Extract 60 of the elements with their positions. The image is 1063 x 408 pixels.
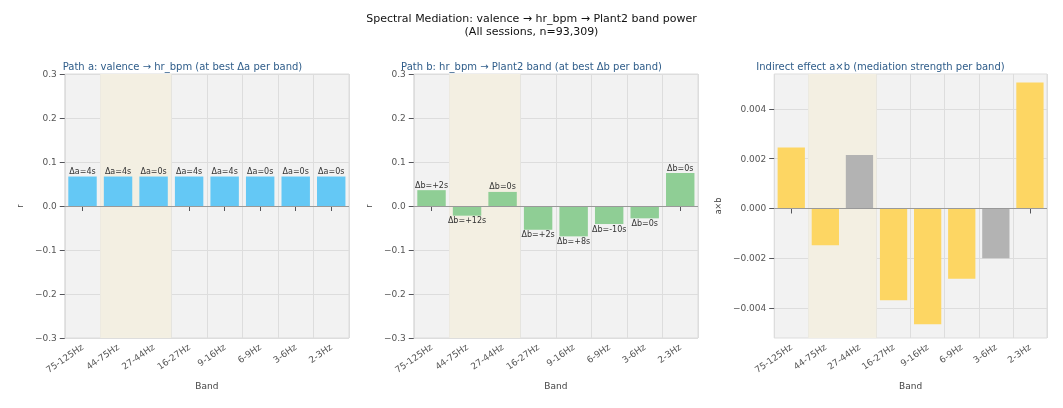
y-tick-label: 0.3 bbox=[42, 69, 57, 79]
y-tick-label: −0.3 bbox=[383, 333, 406, 343]
annotation: Δb=+8s bbox=[557, 236, 591, 246]
y-tick-label: 0.2 bbox=[42, 113, 57, 123]
annotation: Δa=4s bbox=[175, 167, 203, 177]
y-tick-label: 0.1 bbox=[391, 157, 406, 167]
y-axis-title: r bbox=[15, 203, 25, 208]
annotation: Δa=4s bbox=[69, 167, 96, 177]
annotation: Δb=-10s bbox=[591, 224, 627, 234]
bar bbox=[452, 206, 482, 216]
chart-title: Path a: valence → hr_bpm (at best Δa per band) bbox=[62, 60, 303, 73]
bar bbox=[982, 208, 1010, 259]
annotation: Δb=+2s bbox=[521, 230, 555, 240]
annotation: Δa=0s bbox=[282, 167, 309, 177]
annotation: Δa=4s bbox=[104, 167, 132, 177]
y-tick-label: −0.1 bbox=[34, 245, 57, 255]
bar bbox=[845, 154, 874, 209]
y-axis-title: a×b bbox=[713, 197, 723, 215]
annotation: Δa=0s bbox=[318, 167, 345, 177]
bar bbox=[914, 208, 942, 325]
bar bbox=[630, 206, 659, 219]
y-tick-label: −0.3 bbox=[34, 333, 57, 343]
x-axis-title: Band bbox=[195, 380, 219, 391]
annotation: Δb=+12s bbox=[447, 216, 487, 226]
annotation: Δb=0s bbox=[631, 218, 658, 228]
text: Spectral Mediation: valence → hr_bpm → Plant2 band power bbox=[365, 12, 698, 25]
text: (All sessions, n=93,309) bbox=[463, 25, 600, 38]
annotation: Δa=0s bbox=[140, 167, 167, 177]
bar bbox=[811, 208, 839, 246]
y-tick-label: 0.0 bbox=[42, 201, 58, 211]
y-tick-label: 0.002 bbox=[740, 153, 767, 164]
bar bbox=[594, 206, 624, 225]
bar bbox=[417, 190, 446, 206]
y-tick-label: 0.0 bbox=[391, 201, 407, 211]
y-tick-label: −0.002 bbox=[732, 253, 767, 264]
annotation: Δa=4s bbox=[211, 167, 238, 177]
y-axis-title: r bbox=[364, 203, 374, 208]
annotation: Δb=+2s bbox=[414, 180, 449, 190]
chart-title: Indirect effect a×b (mediation strength per band) bbox=[756, 60, 1005, 72]
y-tick-label: −0.004 bbox=[732, 303, 767, 314]
y-tick-label: 0.2 bbox=[391, 113, 406, 123]
y-tick-label: −0.2 bbox=[383, 289, 406, 299]
x-axis-title: Band bbox=[544, 380, 568, 391]
bar bbox=[1016, 82, 1044, 209]
y-tick-label: 0.004 bbox=[740, 103, 767, 114]
bar bbox=[559, 206, 588, 237]
bar bbox=[488, 191, 517, 206]
y-tick-label: 0.1 bbox=[42, 157, 57, 167]
annotation: Δa=0s bbox=[247, 167, 274, 177]
y-tick-label: −0.2 bbox=[34, 289, 57, 299]
y-tick-label: −0.1 bbox=[383, 245, 406, 255]
bar bbox=[666, 173, 695, 206]
annotation: Δb=0s bbox=[489, 182, 516, 192]
bar bbox=[777, 147, 805, 209]
bar bbox=[879, 208, 908, 301]
x-axis-title: Band bbox=[899, 380, 923, 391]
annotation: Δb=0s bbox=[666, 163, 694, 173]
bar bbox=[523, 206, 553, 230]
y-tick-label: 0.000 bbox=[740, 203, 767, 214]
bar bbox=[948, 208, 976, 279]
